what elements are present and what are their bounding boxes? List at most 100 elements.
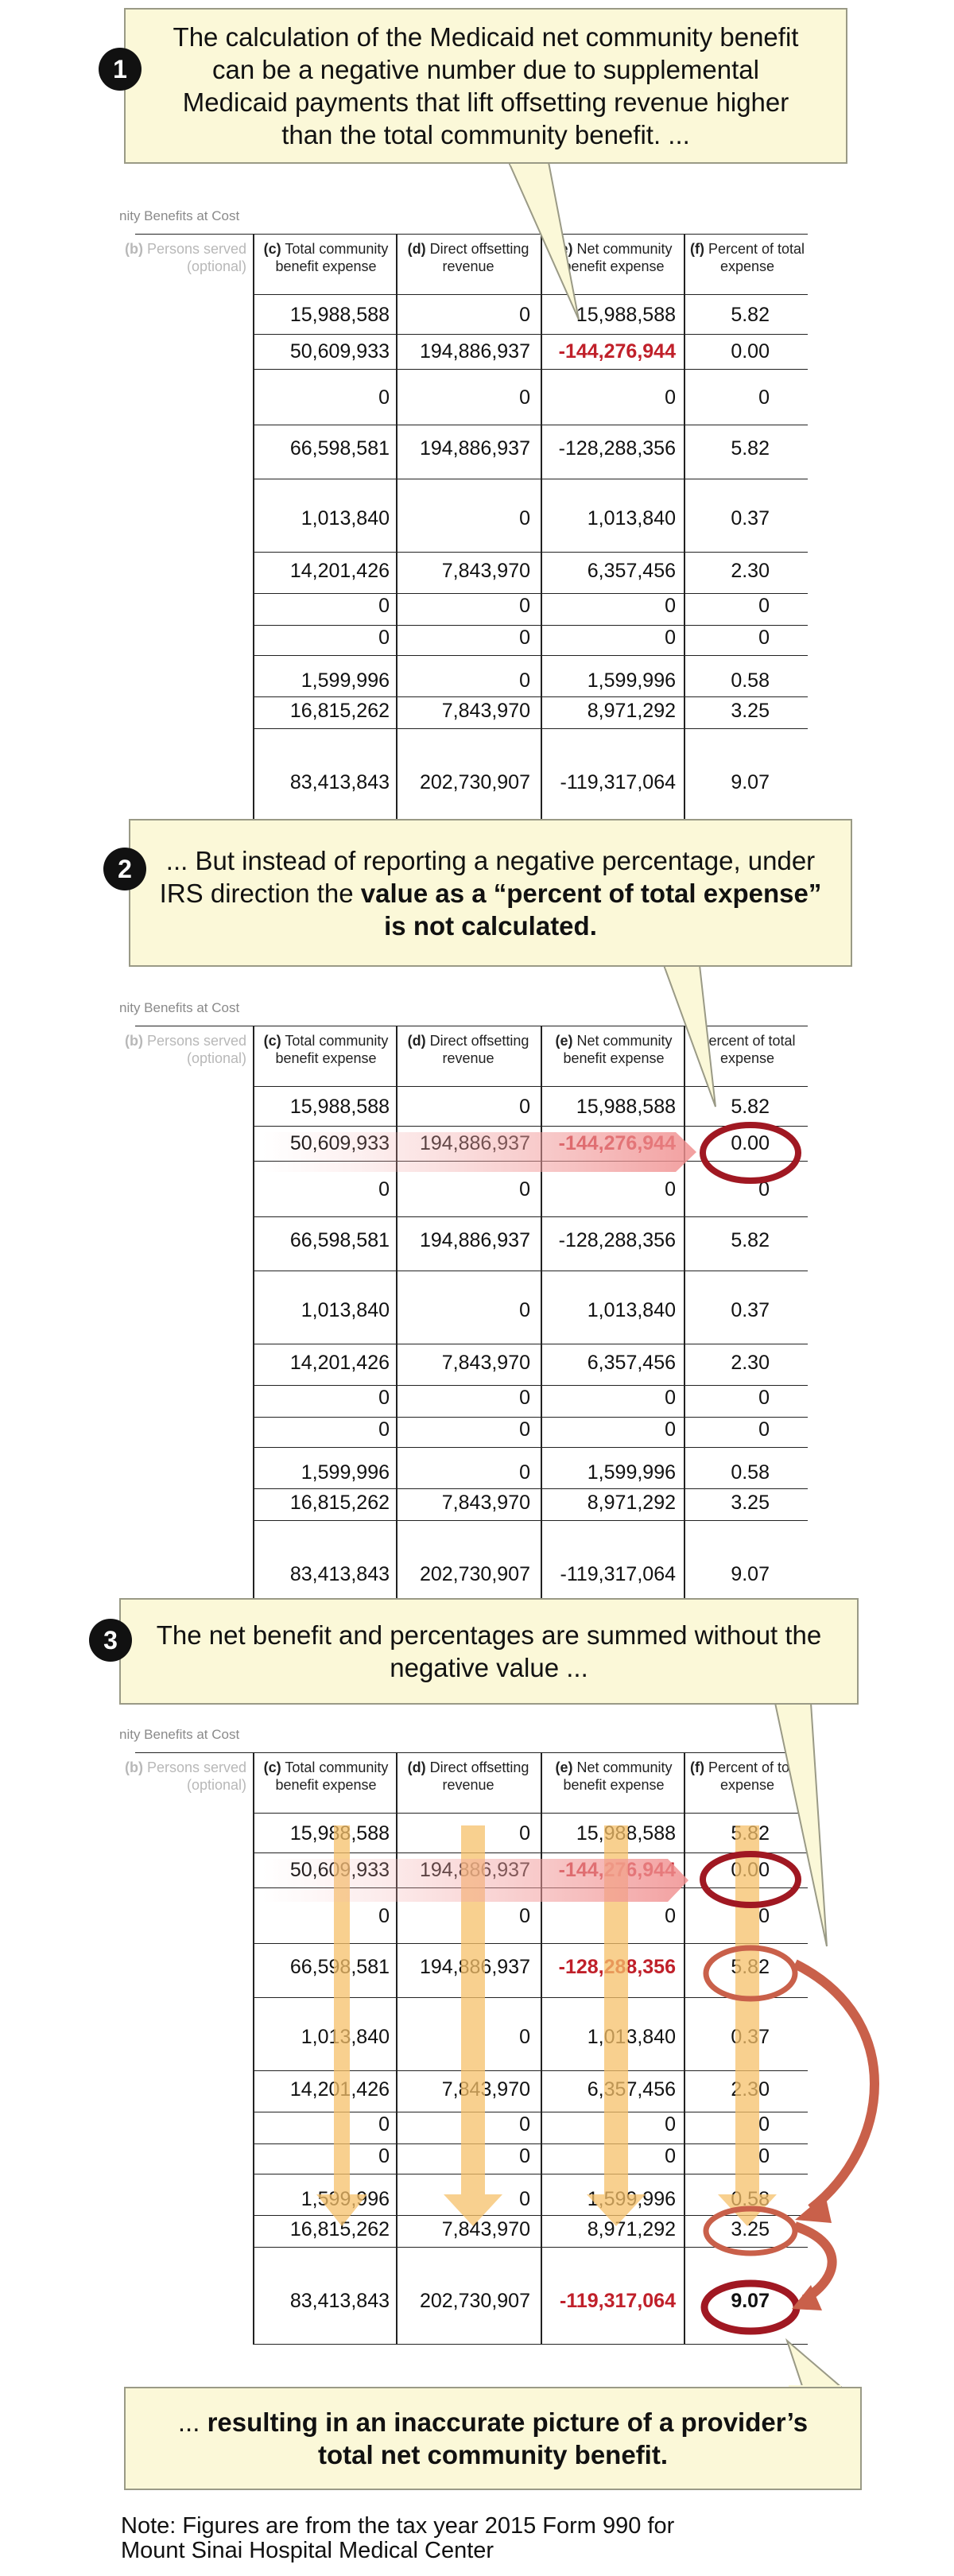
column-header-b: (b) Persons served (optional): [119, 240, 246, 275]
cell-e-row-1: 15,988,588: [576, 1822, 676, 1845]
step-number: 2: [118, 854, 132, 883]
sum-curve-arrows: [793, 1959, 879, 2304]
column-letter: (e): [555, 241, 573, 257]
cell-d-row-4: 194,886,937: [419, 1956, 530, 1978]
cell-c-row-10: 16,815,262: [289, 2218, 390, 2240]
table-rule: [253, 334, 808, 335]
cell-c-row-5: 1,013,840: [301, 1299, 390, 1321]
cell-d-row-4: 194,886,937: [419, 437, 530, 460]
cell-c-row-9: 1,599,996: [301, 2188, 390, 2210]
source-note-line-1: Note: Figures are from the tax year 2015…: [121, 2513, 675, 2539]
column-label-line-2: benefit expense: [275, 258, 377, 274]
cell-c-row-5: 1,013,840: [301, 2026, 390, 2048]
table-rule: [253, 2344, 808, 2345]
cell-f-row-3: 0: [758, 1178, 770, 1201]
cell-d-row-5: 0: [519, 507, 530, 530]
cell-f-row-2: 0.00: [731, 1859, 770, 1881]
column-label-line-1: Direct offsetting: [425, 241, 529, 257]
cell-f-row-8: 0: [758, 627, 770, 649]
cell-e-row-11: -119,317,064: [560, 1563, 677, 1585]
cell-f-row-11: 9.07: [731, 2290, 770, 2312]
column-header-f: Percent of total expense: [687, 1032, 808, 1067]
cell-d-row-3: 0: [519, 1905, 530, 1927]
column-label-line-1: Percent of total: [704, 241, 805, 257]
column-header-b: (b) Persons served (optional): [119, 1759, 246, 1794]
column-label-line-1: Persons served: [142, 1033, 246, 1049]
cell-d-row-1: 0: [519, 304, 530, 326]
cell-f-row-3: 0: [758, 386, 770, 409]
callout-2-text-bold: value as a “percent of total expense” is…: [360, 878, 822, 941]
callout-1: The calculation of the Medicaid net comm…: [124, 8, 847, 164]
column-label-line-1: Persons served: [142, 1759, 246, 1775]
table-rule: [253, 1086, 808, 1087]
cell-d-row-6: 7,843,970: [441, 560, 530, 582]
column-letter: (e): [555, 1033, 573, 1049]
cell-c-row-4: 66,598,581: [289, 1229, 390, 1251]
cell-e-row-9: 1,599,996: [587, 2188, 676, 2210]
cell-e-row-7: 0: [665, 1387, 676, 1409]
table-rule: [253, 1126, 808, 1127]
cell-e-row-6: 6,357,456: [587, 2078, 676, 2101]
cell-f-row-4: 5.82: [731, 437, 770, 460]
cell-d-row-6: 7,843,970: [441, 1352, 530, 1374]
step-2-badge: 2: [103, 848, 146, 890]
column-divider: [684, 1026, 685, 1617]
column-label-line-1: Percent of total: [704, 1759, 805, 1775]
source-note-line-2: Mount Sinai Hospital Medical Center: [121, 2538, 494, 2563]
column-divider: [541, 234, 542, 825]
cell-d-row-3: 0: [519, 386, 530, 409]
cell-e-row-9: 1,599,996: [587, 1461, 676, 1484]
cell-c-row-8: 0: [378, 627, 390, 649]
table-rule: [253, 1813, 808, 1814]
table-rule: [253, 1385, 808, 1386]
column-letter: (d): [407, 241, 426, 257]
cell-e-row-7: 0: [665, 595, 676, 617]
column-letter: (b): [124, 1759, 143, 1775]
cell-e-row-1: 15,988,588: [576, 304, 676, 326]
cell-c-row-1: 15,988,588: [289, 1096, 390, 1118]
column-divider: [684, 234, 685, 825]
table-rule: [253, 1852, 808, 1853]
cell-c-row-2: 50,609,933: [289, 340, 390, 363]
column-divider: [541, 1026, 542, 1617]
table-rule: [253, 728, 808, 729]
cell-e-row-8: 0: [665, 2145, 676, 2167]
cell-c-row-2: 50,609,933: [289, 1132, 390, 1154]
cell-e-row-3: 0: [665, 1178, 676, 1201]
cell-c-row-3: 0: [378, 1905, 390, 1927]
cell-e-row-4: -128,288,356: [558, 437, 676, 460]
cell-c-row-6: 14,201,426: [289, 1352, 390, 1374]
cell-d-row-7: 0: [519, 595, 530, 617]
cell-f-row-6: 2.30: [731, 1352, 770, 1374]
cell-f-row-10: 3.25: [731, 1492, 770, 1514]
cell-e-row-5: 1,013,840: [587, 2026, 676, 2048]
cell-e-row-8: 0: [665, 1418, 676, 1441]
table-rule: [253, 593, 808, 594]
cell-f-row-10: 3.25: [731, 2218, 770, 2240]
cell-f-row-7: 0: [758, 2113, 770, 2136]
column-label-line-1: Direct offsetting: [425, 1033, 529, 1049]
callout-3-text: The net benefit and percentages are summ…: [156, 1620, 822, 1682]
cell-d-row-10: 7,843,970: [441, 700, 530, 722]
cell-e-row-8: 0: [665, 627, 676, 649]
cell-c-row-9: 1,599,996: [301, 1461, 390, 1484]
column-label-line-2: (optional): [186, 1050, 246, 1066]
cell-d-row-2: 194,886,937: [419, 1859, 530, 1881]
table-rule: [253, 369, 808, 370]
cell-e-row-3: 0: [665, 1905, 676, 1927]
column-letter: (d): [407, 1033, 426, 1049]
cell-e-row-11: -119,317,064: [560, 2290, 676, 2312]
cell-f-row-5: 0.37: [731, 1299, 770, 1321]
column-letter: (f): [689, 1759, 704, 1775]
column-divider: [253, 1026, 254, 1617]
cell-e-row-9: 1,599,996: [587, 669, 676, 692]
table-rule: [253, 1997, 808, 1998]
cell-f-row-6: 2.30: [731, 560, 770, 582]
cell-d-row-9: 0: [519, 1461, 530, 1484]
section-title: nity Benefits at Cost: [119, 1727, 240, 1742]
cell-e-row-2: -144,276,944: [558, 1859, 676, 1881]
column-label-line-1: Direct offsetting: [425, 1759, 529, 1775]
column-header-d: (d) Direct offsetting revenue: [398, 1759, 539, 1794]
cell-c-row-4: 66,598,581: [289, 437, 390, 460]
callout-1-text: The calculation of the Medicaid net comm…: [173, 22, 799, 149]
